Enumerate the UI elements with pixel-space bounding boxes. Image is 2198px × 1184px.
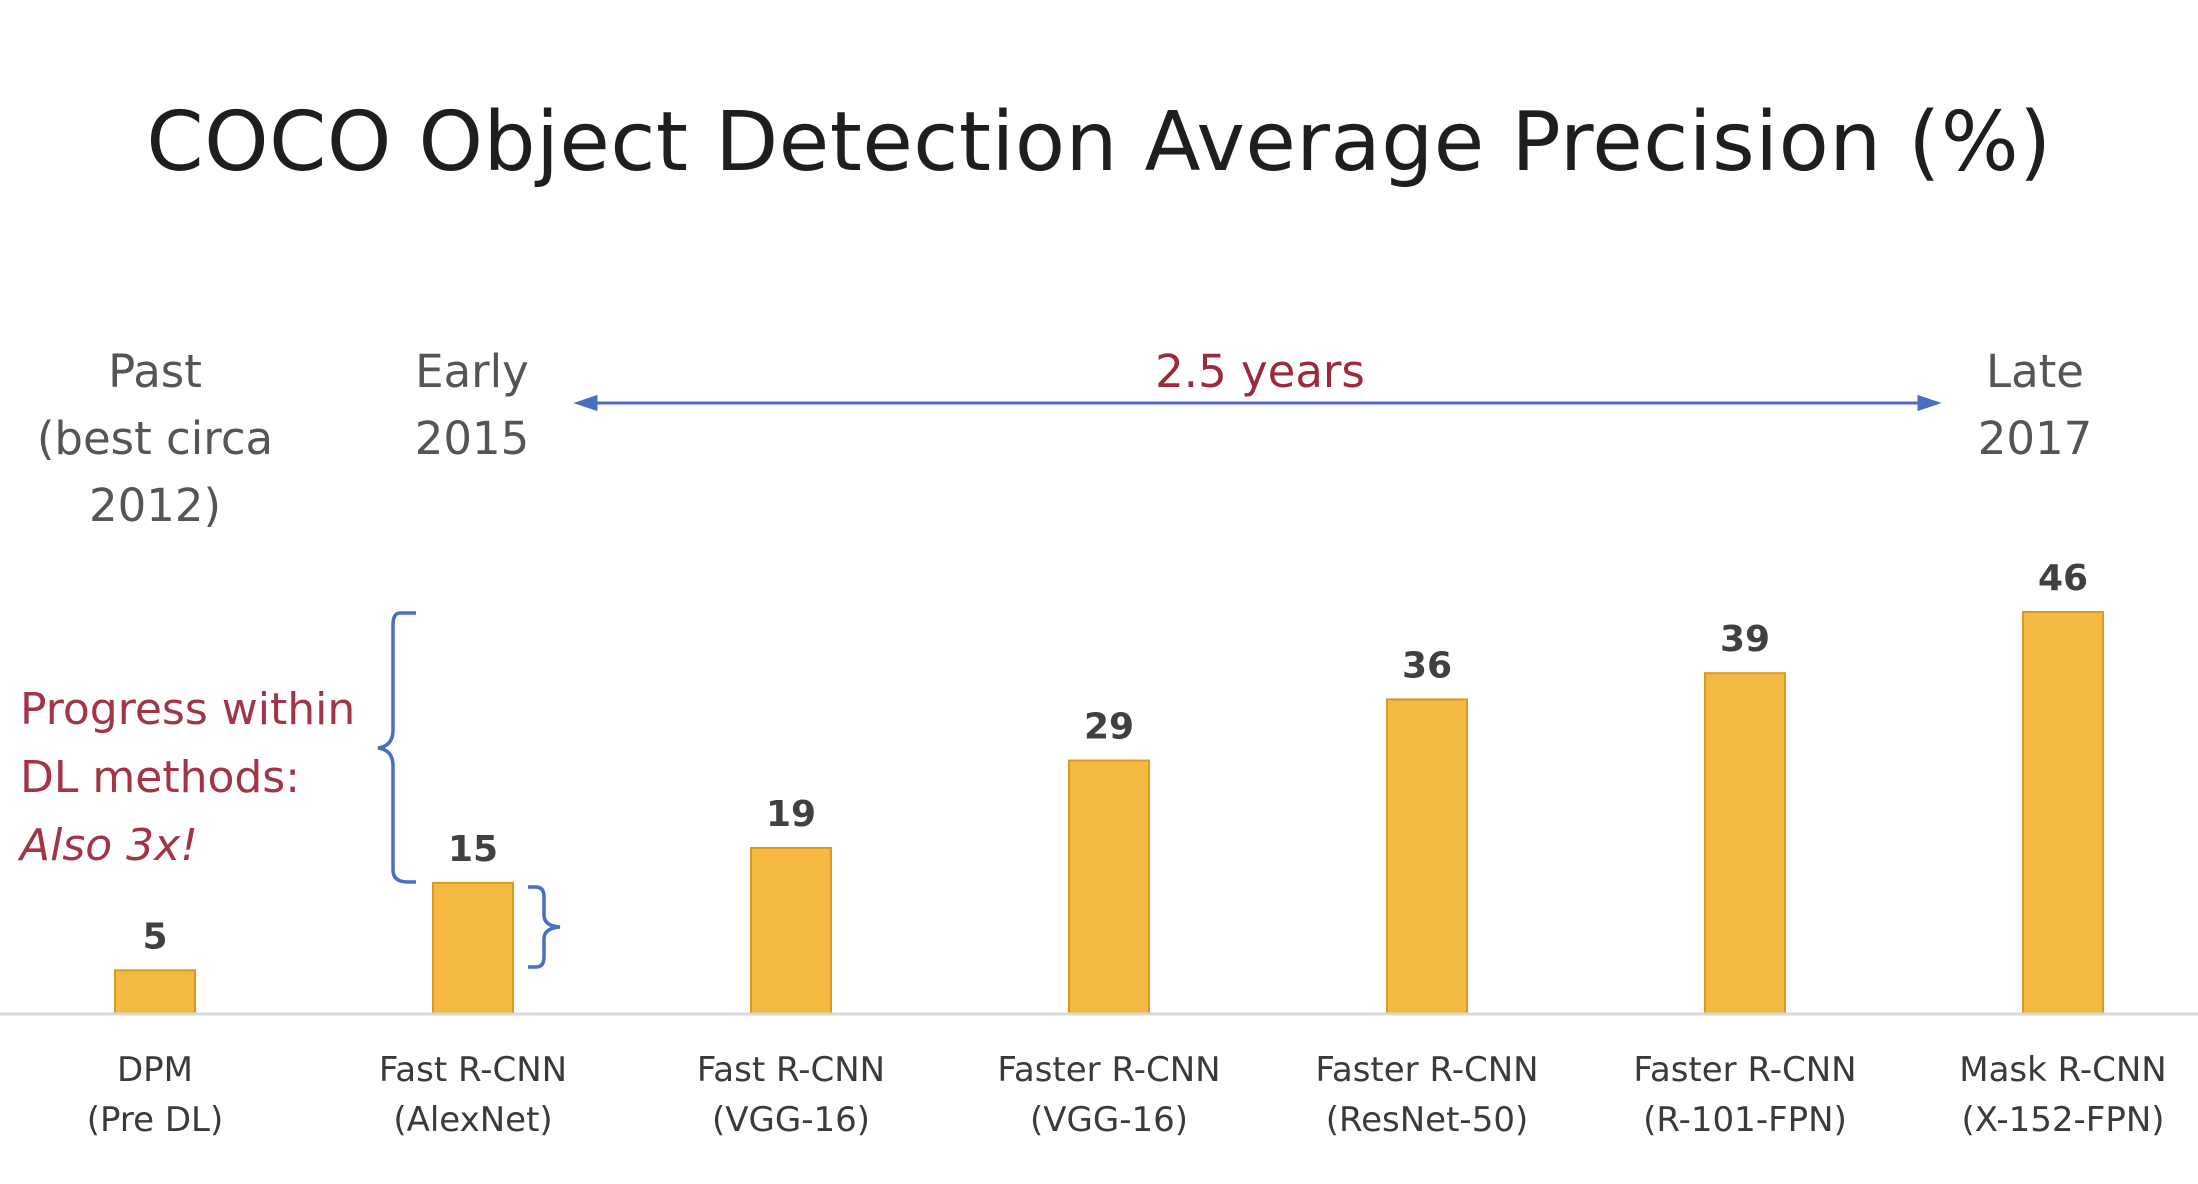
era-label-early: Early 2015 bbox=[372, 338, 572, 472]
category-label-7: Mask R-CNN (X-152-FPN) bbox=[1903, 1045, 2198, 1145]
category-label-1: DPM (Pre DL) bbox=[0, 1045, 315, 1145]
small-brace bbox=[528, 885, 561, 969]
data-label-5: 36 bbox=[1402, 645, 1452, 686]
span-arrow bbox=[573, 394, 1942, 412]
span-label: 2.5 years bbox=[1155, 345, 1365, 398]
era-label-past: Past (best circa 2012) bbox=[0, 338, 310, 539]
progress-line-2: DL methods: bbox=[20, 752, 301, 803]
data-label-2: 15 bbox=[448, 829, 498, 870]
category-label-2-line-1: Fast R-CNN bbox=[378, 1050, 568, 1090]
data-label-7: 46 bbox=[2038, 558, 2088, 599]
bar-2 bbox=[432, 881, 514, 1015]
bar-4 bbox=[1068, 759, 1150, 1016]
category-label-4: Faster R-CNN (VGG-16) bbox=[949, 1045, 1269, 1145]
chart-title: COCO Object Detection Average Precision … bbox=[146, 95, 2052, 190]
era-early-line-2: 2015 bbox=[414, 412, 530, 465]
large-brace bbox=[377, 611, 416, 884]
data-label-3: 19 bbox=[766, 794, 816, 835]
bar-3 bbox=[750, 846, 832, 1016]
category-label-7-line-2: (X-152-FPN) bbox=[1961, 1100, 2165, 1140]
category-label-1-line-2: (Pre DL) bbox=[86, 1100, 224, 1140]
category-label-5-line-2: (ResNet-50) bbox=[1325, 1100, 1529, 1140]
bar-6 bbox=[1704, 672, 1786, 1015]
category-label-1-line-1: DPM bbox=[116, 1050, 194, 1090]
category-label-2: Fast R-CNN (AlexNet) bbox=[313, 1045, 633, 1145]
bar-7 bbox=[2022, 611, 2104, 1015]
category-label-5-line-1: Faster R-CNN bbox=[1315, 1050, 1539, 1090]
category-label-7-line-1: Mask R-CNN bbox=[1959, 1050, 2167, 1090]
category-label-2-line-2: (AlexNet) bbox=[393, 1100, 553, 1140]
era-label-late: Late 2017 bbox=[1930, 338, 2140, 472]
progress-annotation: Progress within DL methods: Also 3x! bbox=[20, 676, 355, 880]
data-labels-group: 5 15 19 29 36 39 46 bbox=[142, 558, 2088, 957]
category-label-6-line-1: Faster R-CNN bbox=[1633, 1050, 1857, 1090]
bar-1 bbox=[114, 969, 196, 1015]
category-label-4-line-1: Faster R-CNN bbox=[997, 1050, 1221, 1090]
bar-5 bbox=[1386, 698, 1468, 1015]
category-label-5: Faster R-CNN (ResNet-50) bbox=[1267, 1045, 1587, 1145]
data-label-6: 39 bbox=[1720, 619, 1770, 660]
era-late-line-2: 2017 bbox=[1977, 412, 2093, 465]
era-past-line-1: Past bbox=[108, 345, 202, 398]
era-past-line-3: 2012) bbox=[88, 479, 222, 532]
era-early-line-1: Early bbox=[415, 345, 529, 398]
bars-group bbox=[114, 611, 2104, 1016]
era-late-line-1: Late bbox=[1986, 345, 2084, 398]
category-label-6-line-2: (R-101-FPN) bbox=[1643, 1100, 1847, 1140]
data-label-4: 29 bbox=[1084, 707, 1134, 748]
category-label-3-line-1: Fast R-CNN bbox=[696, 1050, 886, 1090]
category-label-4-line-2: (VGG-16) bbox=[1029, 1100, 1188, 1140]
era-past-line-2: (best circa bbox=[36, 412, 274, 465]
progress-line-3: Also 3x! bbox=[20, 820, 198, 871]
progress-line-1: Progress within bbox=[20, 684, 356, 735]
category-label-3-line-2: (VGG-16) bbox=[711, 1100, 870, 1140]
category-label-3: Fast R-CNN (VGG-16) bbox=[631, 1045, 951, 1145]
category-label-6: Faster R-CNN (R-101-FPN) bbox=[1585, 1045, 1905, 1145]
data-label-1: 5 bbox=[142, 916, 167, 957]
